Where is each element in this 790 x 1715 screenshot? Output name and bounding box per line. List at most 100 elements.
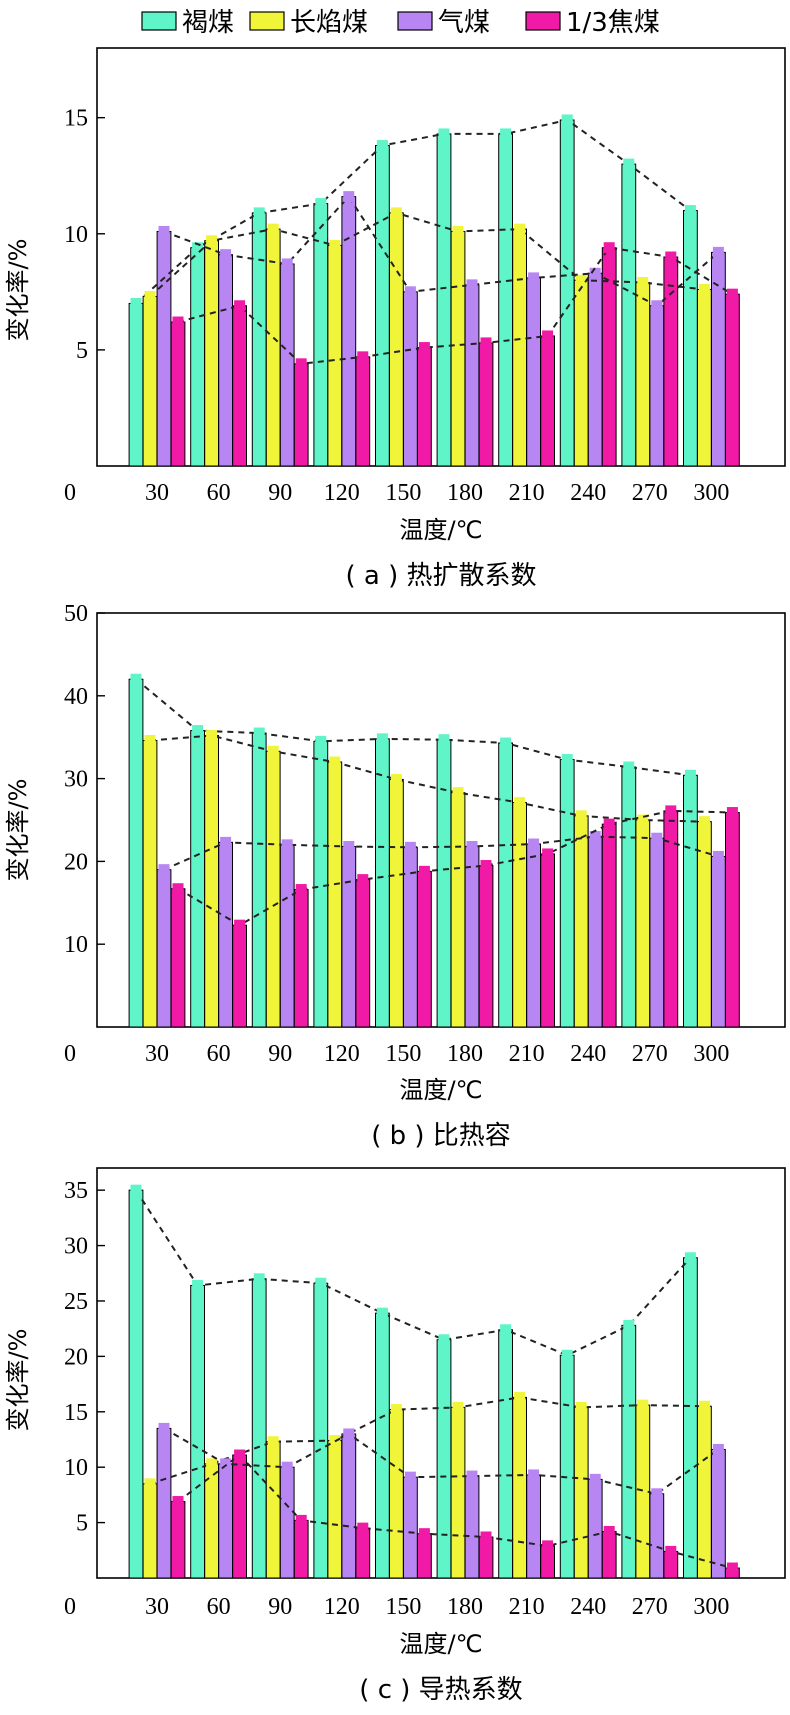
panel-c-marker-2-270: [637, 1399, 649, 1411]
panel-c-marker-4-60: [234, 1449, 246, 1461]
panel-a-ytick-label: 15: [64, 106, 88, 132]
panel-b-xtick-label: 300: [693, 1041, 729, 1067]
panel-b-xtick-label: 150: [385, 1041, 421, 1067]
panel-b-bar-2-120: [327, 761, 343, 1028]
panel-c-bar-4-90: [293, 1519, 309, 1579]
panel-c-y-axis-title: 变化率/%: [4, 1329, 32, 1432]
panel-c-marker-3-180: [466, 1470, 478, 1482]
panel-b-ytick-label: 20: [64, 849, 88, 875]
panel-b-marker-4-60: [234, 919, 246, 931]
panel-b-marker-2-240: [575, 810, 587, 822]
panel-a-xtick-label: 240: [570, 480, 606, 506]
panel-a-marker-2-60: [206, 235, 218, 247]
legend-label-1: 褐煤: [182, 8, 234, 38]
panel-c-bar-3-90: [279, 1466, 295, 1579]
panel-c-marker-4-240: [603, 1525, 615, 1537]
panel-b-y-axis-title: 变化率/%: [4, 779, 32, 882]
panel-b-bar-3-180: [464, 845, 480, 1028]
panel-b-bar-1-300: [683, 774, 698, 1028]
panel-a-caption: ( a ) 热扩散系数: [345, 561, 536, 591]
panel-c-bar-4-240: [601, 1530, 617, 1579]
panel-b-bar-3-240: [587, 836, 603, 1028]
panel-c-marker-4-180: [480, 1531, 492, 1543]
panel-b-marker-4-300: [726, 807, 738, 819]
panel-a-bar-2-30: [142, 295, 158, 467]
panel-c-xtick-label: 240: [570, 1594, 606, 1620]
panel-b-marker-4-90: [295, 884, 307, 896]
panel-c-trend-line-3: [163, 1427, 719, 1495]
panel-b-marker-3-210: [528, 838, 540, 850]
panel-b-marker-4-210: [542, 848, 554, 860]
panel-a-bar-1-60: [190, 247, 205, 467]
panel-c-bar-1-30: [128, 1189, 144, 1579]
panel-b-xtick-label: 60: [207, 1041, 231, 1067]
panel-b-bar-3-210: [526, 843, 542, 1028]
panel-a-bar-2-240: [573, 279, 589, 467]
panel-b-marker-4-270: [665, 805, 677, 817]
panel-b-bar-1-240: [559, 759, 575, 1028]
panel-b-bar-2-270: [635, 819, 651, 1028]
panel-a-bar-3-180: [464, 284, 480, 467]
panel-b-marker-2-210: [514, 797, 526, 809]
panel-c-marker-3-150: [404, 1471, 416, 1483]
panel-b-bar-3-270: [649, 837, 665, 1028]
panel-b-bar-1-180: [436, 739, 452, 1028]
panel-b-trend-line-1: [135, 678, 691, 777]
panel-b-caption: ( b ) 比热容: [371, 1121, 511, 1151]
panel-c-bar-1-60: [190, 1284, 205, 1579]
panel-b-marker-2-30: [144, 735, 156, 747]
panel-c-bar-4-120: [355, 1527, 371, 1579]
panel-c-bar-4-30: [170, 1501, 186, 1579]
panel-b-xtick-label: 120: [324, 1041, 360, 1067]
panel-a-marker-1-270: [623, 158, 635, 170]
panel-b-bar-3-60: [218, 841, 233, 1028]
legend-swatch-1: [141, 11, 177, 31]
panel-b-marker-2-60: [206, 730, 218, 742]
panel-c-bar-1-90: [251, 1278, 267, 1579]
panel-a-marker-3-210: [528, 272, 540, 284]
panel-c-bar-1-300: [683, 1257, 698, 1579]
panel-a-marker-2-90: [267, 223, 279, 235]
legend-swatch-4: [525, 11, 561, 31]
panel-c-bar-3-270: [649, 1493, 665, 1579]
panel-a-bar-4-270: [663, 256, 679, 467]
panel-c-marker-1-270: [623, 1319, 635, 1331]
panel-b-origin-label: 0: [64, 1041, 76, 1067]
legend-swatch-2: [249, 11, 285, 31]
panel-c-bar-3-120: [341, 1433, 357, 1579]
panel-a-x-axis-title: 温度/℃: [399, 516, 482, 544]
panel-c-marker-2-60: [206, 1458, 218, 1470]
panel-a-marker-4-270: [665, 251, 677, 263]
panel-b-marker-2-120: [329, 756, 341, 768]
panel-a-ytick-label: 10: [64, 222, 88, 248]
panel-c-ytick-label: 10: [64, 1455, 88, 1481]
panel-b-bar-2-210: [512, 802, 528, 1028]
panel-a-marker-4-60: [234, 300, 246, 312]
panel-b-x-axis-title: 温度/℃: [399, 1076, 482, 1104]
panel-b-marker-3-300: [712, 850, 724, 862]
panel-b-bar-2-150: [389, 778, 404, 1028]
panel-a-ytick-label: 5: [76, 338, 88, 364]
panel-b-bar-1-90: [251, 732, 267, 1028]
panel-c-marker-4-270: [665, 1545, 677, 1557]
legend-label-3: 气煤: [438, 8, 490, 38]
panel-c-marker-3-30: [158, 1422, 170, 1434]
panel-b-bar-1-30: [128, 678, 144, 1028]
panel-b-bar-2-30: [142, 740, 158, 1028]
panel-b-bar-4-300: [725, 812, 740, 1028]
legend-label-2: 长焰煤: [290, 8, 368, 38]
panel-b-marker-2-180: [452, 787, 464, 799]
panel-b-marker-4-30: [172, 883, 184, 895]
panel-c-marker-1-150: [376, 1307, 388, 1319]
panel-b-marker-1-30: [130, 673, 142, 685]
panel-b-bar-4-150: [417, 870, 432, 1028]
panel-b-marker-3-60: [220, 836, 232, 848]
panel-a-xtick-label: 210: [509, 480, 545, 506]
panel-c-bar-4-180: [478, 1536, 494, 1579]
panel-c-bar-3-240: [587, 1478, 603, 1579]
legend-label-4: 1/3焦煤: [566, 8, 660, 38]
panel-a-bar-1-240: [559, 119, 575, 467]
panel-b-marker-2-270: [637, 814, 649, 826]
panel-c-marker-2-180: [452, 1401, 464, 1413]
panel-c-bar-3-300: [711, 1448, 726, 1579]
